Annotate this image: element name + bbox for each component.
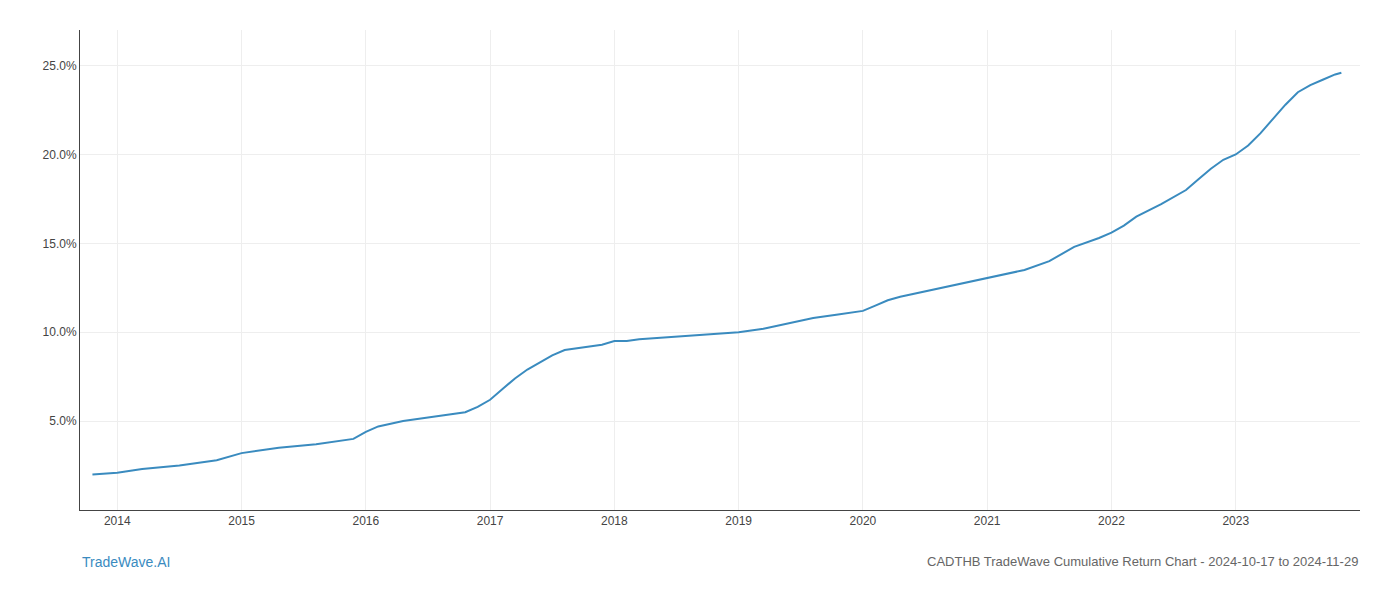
svg-text:2016: 2016 (352, 514, 379, 528)
svg-text:20.0%: 20.0% (43, 148, 77, 162)
svg-text:25.0%: 25.0% (43, 59, 77, 73)
svg-text:2017: 2017 (477, 514, 504, 528)
svg-text:TradeWave.AI: TradeWave.AI (82, 554, 170, 570)
svg-text:2014: 2014 (104, 514, 131, 528)
svg-text:2023: 2023 (1222, 514, 1249, 528)
svg-text:2015: 2015 (228, 514, 255, 528)
svg-text:2021: 2021 (974, 514, 1001, 528)
svg-text:2020: 2020 (850, 514, 877, 528)
svg-text:2022: 2022 (1098, 514, 1125, 528)
svg-text:2018: 2018 (601, 514, 628, 528)
svg-text:2019: 2019 (725, 514, 752, 528)
svg-text:CADTHB TradeWave Cumulative Re: CADTHB TradeWave Cumulative Return Chart… (927, 554, 1358, 569)
svg-text:10.0%: 10.0% (43, 325, 77, 339)
svg-text:5.0%: 5.0% (49, 414, 77, 428)
svg-text:15.0%: 15.0% (43, 237, 77, 251)
